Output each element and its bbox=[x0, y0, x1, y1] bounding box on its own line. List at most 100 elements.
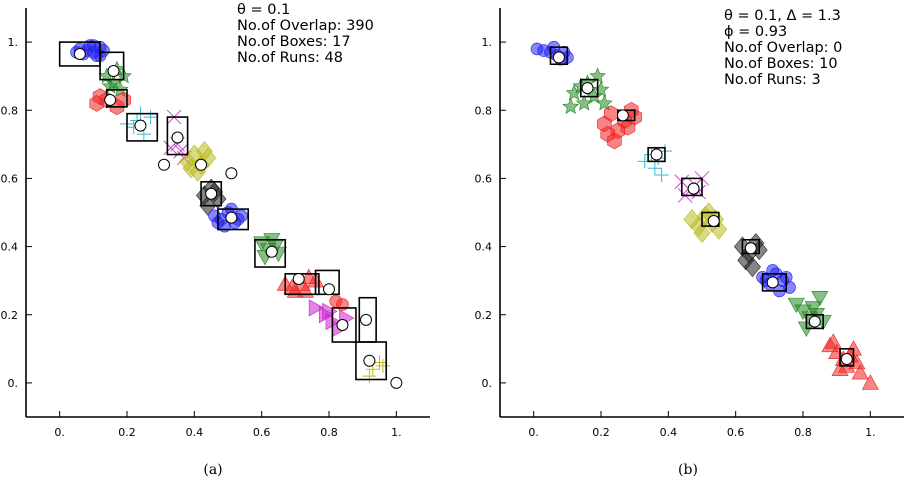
center-point bbox=[323, 283, 335, 296]
center-point bbox=[265, 245, 278, 258]
center-point bbox=[687, 182, 700, 195]
x-tick-label: 1. bbox=[865, 426, 876, 439]
center-point bbox=[360, 313, 373, 326]
x-tick-label: 0. bbox=[528, 426, 539, 439]
center-point bbox=[225, 167, 238, 180]
cluster-diamond bbox=[179, 141, 217, 182]
panel-a: 0. 0.2 0.4 0.6 0.8 1.0.0.20.40.60.81.θ = 0.1N… bbox=[1, 2, 430, 478]
point-diamond bbox=[744, 256, 761, 278]
y-tick-label: 1. bbox=[482, 36, 493, 49]
x-tick-label: 0.4 bbox=[660, 426, 678, 439]
y-tick-label: 0.4 bbox=[475, 241, 493, 254]
panel-caption: (b) bbox=[678, 462, 698, 478]
cluster-diamond bbox=[683, 202, 728, 244]
point-tri_down bbox=[811, 291, 829, 307]
point-plus bbox=[375, 358, 390, 373]
center-point bbox=[158, 158, 171, 171]
point-tri_right bbox=[308, 299, 325, 317]
bounding-box bbox=[200, 181, 223, 207]
y-tick-label: 1. bbox=[8, 36, 19, 49]
point-tri_down bbox=[263, 233, 281, 249]
point-tri_right bbox=[322, 302, 338, 320]
bounding-box bbox=[126, 112, 159, 142]
center-point bbox=[766, 276, 779, 289]
center-point bbox=[104, 94, 117, 107]
center-point bbox=[808, 315, 821, 328]
bounding-box bbox=[284, 273, 320, 296]
annotation-line: No.of Boxes: 10 bbox=[724, 56, 838, 72]
center-point bbox=[650, 148, 663, 161]
cluster-plus bbox=[362, 355, 390, 384]
point-star bbox=[562, 98, 580, 114]
annotation-line: No.of Runs: 3 bbox=[724, 72, 821, 88]
y-tick-label: 0.2 bbox=[475, 309, 493, 322]
point-tri_down bbox=[804, 301, 822, 317]
bounding-box bbox=[355, 341, 388, 381]
center-point bbox=[292, 272, 305, 285]
bounding-box bbox=[647, 146, 666, 163]
center-point bbox=[134, 119, 147, 132]
panel-caption: (a) bbox=[203, 462, 222, 478]
bounding-box bbox=[254, 238, 287, 268]
point-tri_up bbox=[824, 333, 842, 349]
center-point bbox=[225, 211, 238, 224]
cluster-hexagon bbox=[597, 101, 642, 150]
point-diamond bbox=[693, 222, 711, 244]
bounding-box bbox=[549, 46, 569, 66]
center-point bbox=[107, 65, 120, 78]
point-plus bbox=[654, 168, 669, 183]
point-plus bbox=[362, 369, 377, 384]
point-tri_up bbox=[861, 374, 879, 390]
y-tick-label: 0. bbox=[8, 377, 19, 390]
x-tick-label: 1. bbox=[391, 426, 402, 439]
x-tick-label: 0. bbox=[54, 426, 65, 439]
x-tick-label: 0.2 bbox=[118, 426, 136, 439]
annotation-line: No.of Runs: 48 bbox=[237, 50, 343, 66]
center-point bbox=[363, 354, 376, 367]
bounding-box bbox=[680, 177, 703, 197]
y-tick-label: 0.4 bbox=[1, 241, 19, 254]
point-star bbox=[596, 94, 613, 111]
center-point bbox=[744, 242, 757, 255]
center-point bbox=[707, 215, 720, 228]
center-point bbox=[205, 187, 218, 200]
bounding-box bbox=[99, 51, 125, 81]
x-tick-label: 0.8 bbox=[794, 426, 812, 439]
cluster-circle bbox=[329, 294, 349, 311]
point-tri_up bbox=[838, 357, 856, 373]
y-tick-label: 0.8 bbox=[1, 104, 19, 117]
panel-b: 0. 0.2 0.4 0.6 0.8 1. 0. 0.2 0.4 0.6 0.8 1. θ = 0.1,… bbox=[475, 8, 904, 478]
x-tick-label: 0.4 bbox=[186, 426, 204, 439]
x-tick-label: 0.2 bbox=[592, 426, 610, 439]
point-hexagon bbox=[607, 132, 622, 150]
bounding-box bbox=[839, 348, 855, 367]
annotation-line: No.of Boxes: 17 bbox=[237, 34, 351, 50]
y-tick-label: 0.6 bbox=[475, 172, 493, 185]
center-point bbox=[840, 353, 853, 366]
bounding-box bbox=[217, 208, 249, 231]
center-point bbox=[581, 82, 594, 95]
y-tick-label: 0.2 bbox=[1, 309, 19, 322]
x-tick-label: 0.6 bbox=[253, 426, 271, 439]
annotation-line: No.of Overlap: 390 bbox=[237, 18, 374, 34]
point-diamond bbox=[737, 250, 755, 271]
center-point bbox=[195, 158, 208, 171]
bounding-box bbox=[805, 313, 824, 330]
center-point bbox=[390, 376, 403, 389]
cluster-tri_down bbox=[787, 291, 832, 338]
bounding-box bbox=[331, 307, 357, 343]
bounding-box bbox=[761, 273, 787, 292]
point-tri_up bbox=[851, 364, 869, 380]
bounding-box bbox=[579, 78, 599, 98]
bounding-box bbox=[166, 116, 189, 156]
center-point bbox=[73, 48, 86, 61]
center-point bbox=[616, 109, 629, 122]
center-point bbox=[552, 51, 565, 64]
annotation-line: θ = 0.1 bbox=[237, 2, 290, 18]
annotation-line: θ = 0.1, Δ = 1.3 bbox=[724, 8, 841, 24]
annotation-line: No.of Overlap: 0 bbox=[724, 40, 842, 56]
point-star bbox=[575, 94, 593, 111]
center-point bbox=[171, 131, 184, 144]
point-plus bbox=[647, 161, 662, 176]
